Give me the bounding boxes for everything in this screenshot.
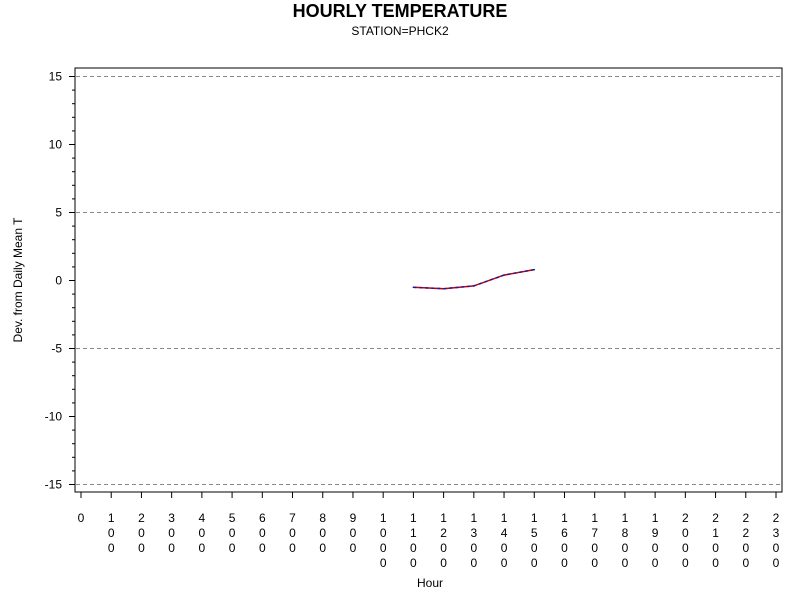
data-point bbox=[442, 287, 445, 290]
y-tick-label: -5 bbox=[51, 342, 62, 356]
chart-subtitle: STATION=PHCK2 bbox=[351, 24, 449, 38]
y-tick-label: 0 bbox=[55, 274, 62, 288]
y-tick-label: -10 bbox=[45, 410, 63, 424]
x-tick-label: 0 bbox=[78, 511, 85, 525]
data-point bbox=[533, 268, 536, 271]
x-axis-label: Hour bbox=[416, 576, 443, 590]
y-tick-label: -15 bbox=[45, 478, 63, 492]
data-point bbox=[412, 286, 415, 289]
plot-frame bbox=[74, 67, 783, 493]
y-tick-label: 10 bbox=[49, 138, 63, 152]
chart-title: HOURLY TEMPERATURE bbox=[292, 1, 508, 21]
y-tick-label: 15 bbox=[49, 70, 63, 84]
data-point bbox=[473, 285, 475, 287]
data-point bbox=[503, 274, 505, 276]
y-tick-label: 5 bbox=[55, 206, 62, 220]
